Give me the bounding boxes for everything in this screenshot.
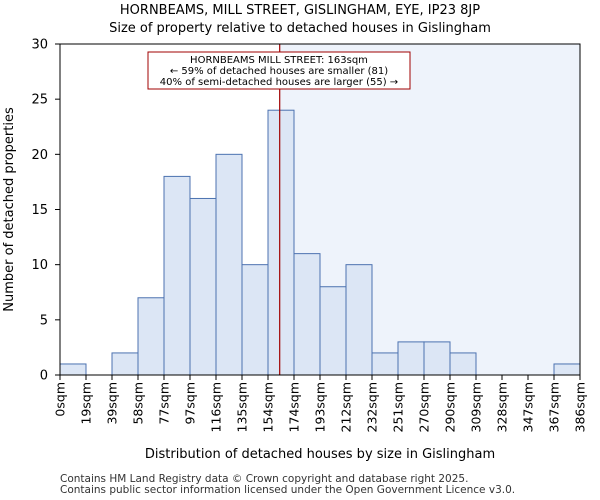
y-tick-label: 5	[40, 313, 48, 328]
annotation-border	[147, 51, 411, 90]
annotation-line-3: 40% of semi-detached houses are larger (…	[160, 77, 398, 88]
x-tick-label: 290sqm	[443, 382, 458, 432]
footer-line-1: Contains HM Land Registry data © Crown c…	[60, 473, 469, 485]
x-tick-label: 0sqm	[53, 382, 68, 417]
histogram-bar	[111, 352, 139, 376]
histogram-bar	[345, 264, 373, 376]
x-tick-label: 386sqm	[573, 382, 588, 432]
y-tick-label: 20	[31, 148, 48, 163]
histogram-bar	[241, 264, 269, 376]
x-tick-label: 212sqm	[339, 382, 354, 432]
x-tick-label: 347sqm	[521, 382, 536, 432]
x-tick-label: 270sqm	[417, 382, 432, 432]
histogram-bar	[215, 153, 243, 376]
x-tick-label: 154sqm	[261, 382, 276, 432]
annotation-line-1: HORNBEAMS MILL STREET: 163sqm	[190, 55, 368, 66]
x-tick-label: 135sqm	[235, 382, 250, 432]
histogram-bar	[449, 352, 477, 376]
y-tick-label: 10	[31, 258, 48, 273]
x-tick-label: 19sqm	[79, 382, 94, 425]
histogram-bar	[293, 253, 321, 376]
histogram-bar	[59, 363, 87, 376]
chart-subtitle: Size of property relative to detached ho…	[109, 21, 491, 36]
chart-title: HORNBEAMS, MILL STREET, GISLINGHAM, EYE,…	[119, 3, 481, 18]
x-tick-label: 367sqm	[547, 382, 562, 432]
footer-line-2: Contains public sector information licen…	[60, 484, 516, 496]
annotation-line-2: ← 59% of detached houses are smaller (81…	[170, 66, 388, 77]
histogram-bar	[423, 341, 451, 376]
x-tick-label: 174sqm	[287, 382, 302, 432]
y-tick-label: 30	[31, 38, 48, 53]
histogram-bar	[189, 197, 217, 376]
histogram-bar	[163, 175, 191, 376]
histogram-bar	[319, 286, 347, 376]
x-tick-label: 116sqm	[209, 382, 224, 432]
x-tick-label: 309sqm	[469, 382, 484, 432]
annotation-box: HORNBEAMS MILL STREET: 163sqm ← 59% of d…	[147, 51, 411, 90]
histogram-bar	[267, 109, 295, 376]
x-tick-label: 77sqm	[157, 382, 172, 425]
y-tick-label: 0	[40, 369, 48, 384]
y-axis-label: Number of detached properties	[2, 107, 17, 312]
x-tick-label: 97sqm	[183, 382, 198, 425]
y-tick-label: 25	[31, 93, 48, 108]
y-tick-label: 15	[31, 203, 48, 218]
x-tick-label: 251sqm	[391, 382, 406, 432]
histogram-bar	[553, 363, 581, 376]
x-axis-label: Distribution of detached houses by size …	[145, 447, 495, 462]
x-tick-label: 232sqm	[365, 382, 380, 432]
histogram-bar	[397, 341, 425, 376]
x-tick-label: 39sqm	[105, 382, 120, 425]
histogram-bar	[137, 297, 165, 376]
x-tick-label: 58sqm	[131, 382, 146, 425]
x-tick-label: 193sqm	[313, 382, 328, 432]
histogram-bar	[371, 352, 399, 376]
x-tick-label: 328sqm	[495, 382, 510, 432]
